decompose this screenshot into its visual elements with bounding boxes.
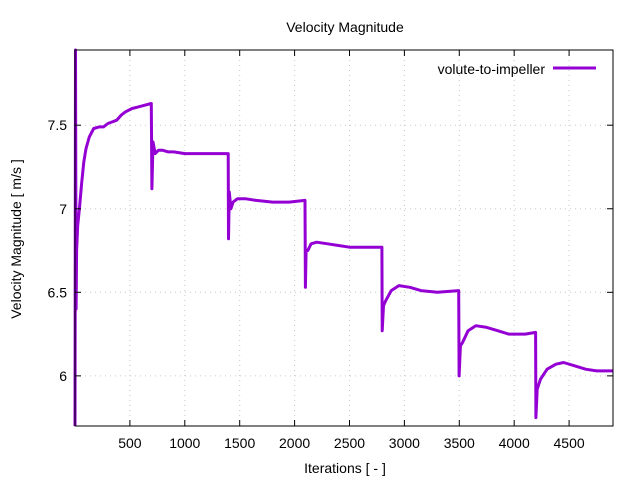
x-tick-label: 3000: [389, 435, 420, 451]
y-tick-label: 6: [59, 368, 67, 384]
y-tick-label: 7.5: [48, 117, 68, 133]
x-axis-label: Iterations [ - ]: [304, 460, 386, 476]
y-axis-ticks: 6 6.5 7 7.5: [48, 117, 613, 384]
y-tick-label: 7: [59, 201, 67, 217]
x-tick-label: 4500: [554, 435, 585, 451]
y-gridlines: [75, 124, 613, 377]
x-axis-ticks: 500 1000 1500 2000 2500 3000 3500 4000 4500: [118, 50, 585, 451]
x-tick-label: 3500: [444, 435, 475, 451]
x-tick-label: 1000: [169, 435, 200, 451]
legend: volute-to-impeller: [438, 61, 596, 77]
legend-entry-label: volute-to-impeller: [438, 61, 546, 77]
x-tick-label: 2500: [334, 435, 365, 451]
y-axis-label: Velocity Magnitude [ m/s ]: [8, 159, 24, 319]
x-gridlines: [129, 50, 570, 426]
y-tick-label: 6.5: [48, 284, 68, 300]
x-tick-label: 2000: [279, 435, 310, 451]
plot-area-frame: [74, 49, 614, 427]
x-tick-label: 4000: [499, 435, 530, 451]
x-tick-label: 500: [118, 435, 142, 451]
x-tick-label: 1500: [224, 435, 255, 451]
series-layer: [73, 48, 613, 427]
series-line-0: [73, 48, 613, 427]
chart-title: Velocity Magnitude: [286, 19, 404, 35]
